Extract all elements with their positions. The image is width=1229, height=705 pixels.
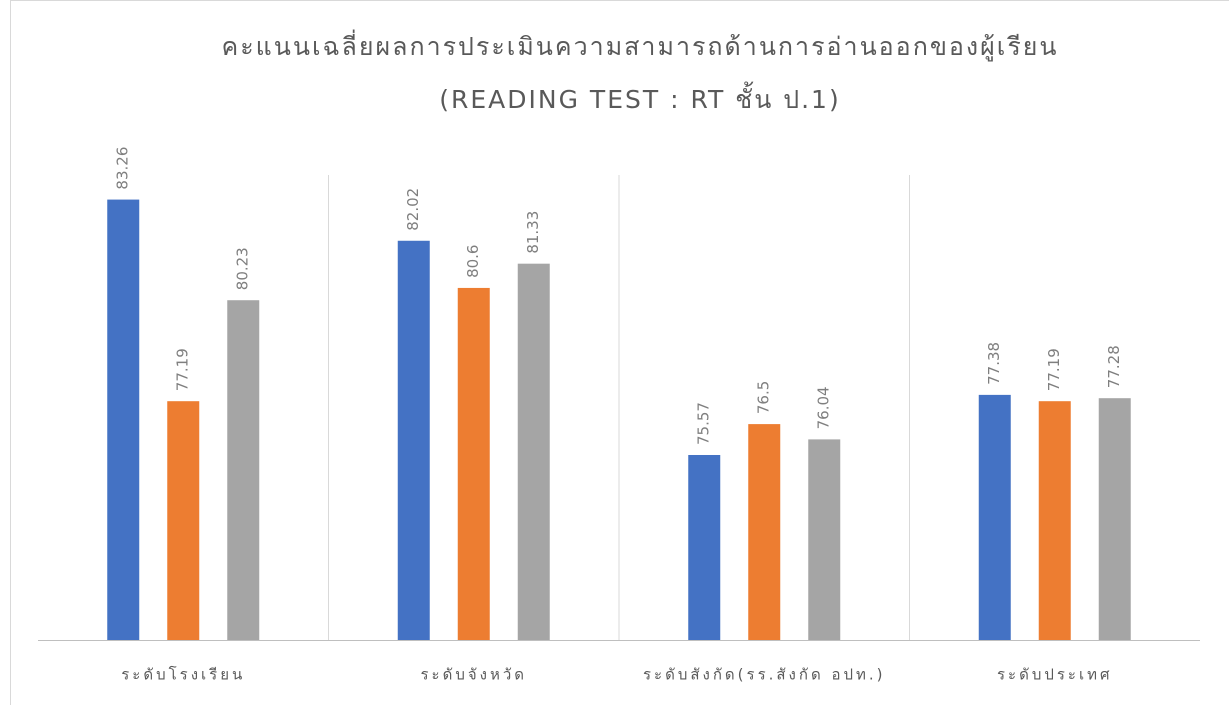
x-tick-label: ระดับจังหวัด (420, 666, 527, 684)
x-tick-label: ระดับโรงเรียน (121, 666, 245, 684)
x-tick-label: ระดับประเทศ (997, 666, 1113, 684)
bar (1098, 398, 1131, 640)
bar (457, 287, 490, 640)
value-label: 81.33 (524, 211, 542, 254)
value-label: 83.26 (114, 147, 132, 190)
chart-subtitle: (READING TEST : RT ชั้น ป.1) (439, 81, 840, 114)
value-label: 77.38 (985, 342, 1003, 385)
bar (167, 401, 200, 640)
bar (978, 394, 1011, 640)
value-label: 77.19 (174, 348, 192, 391)
value-label: 80.6 (464, 245, 482, 278)
value-label: 77.28 (1105, 345, 1123, 388)
value-label: 76.04 (815, 386, 833, 429)
value-label: 77.19 (1045, 348, 1063, 391)
chart-border (10, 0, 1229, 705)
bar (688, 454, 721, 640)
value-label: 75.57 (695, 402, 713, 445)
x-tick-label: ระดับสังกัด(รร.สังกัด อปท.) (643, 666, 886, 684)
value-label: 82.02 (404, 188, 422, 231)
value-label: 80.23 (234, 247, 252, 290)
bar (748, 424, 781, 640)
bar (397, 240, 430, 640)
bar (517, 263, 550, 640)
chart-title: คะแนนเฉลี่ยผลการประเมินความสามารถด้านการ… (222, 29, 1059, 62)
bar (808, 439, 841, 640)
bar (227, 300, 260, 640)
bar (107, 199, 140, 641)
value-label: 76.5 (755, 381, 773, 414)
bar (1038, 401, 1071, 640)
